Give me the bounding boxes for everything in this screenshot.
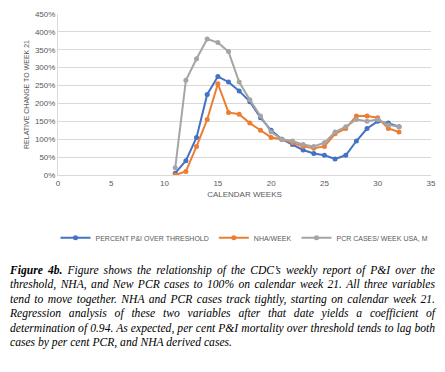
- html-text:Figure 4b. Figure shows the re: Figure 4b. Figure shows the relationship…: [10, 264, 435, 349]
- svg-text:PCR CASES/ WEEK USA, M: PCR CASES/ WEEK USA, M: [336, 235, 427, 242]
- svg-text:450%: 450%: [35, 10, 55, 19]
- svg-text:10: 10: [160, 179, 169, 188]
- svg-text:30: 30: [373, 179, 382, 188]
- svg-text:0: 0: [56, 179, 61, 188]
- svg-text:NHA/WEEK: NHA/WEEK: [254, 235, 292, 242]
- svg-text:35: 35: [427, 179, 436, 188]
- svg-text:350%: 350%: [35, 46, 55, 55]
- svg-text:150%: 150%: [35, 117, 55, 126]
- svg-text:15: 15: [213, 179, 222, 188]
- svg-text:200%: 200%: [35, 99, 55, 108]
- svg-text:300%: 300%: [35, 63, 55, 72]
- svg-text:PERCENT P&I OVER THRESHOLD: PERCENT P&I OVER THRESHOLD: [96, 235, 209, 242]
- svg-text:400%: 400%: [35, 28, 55, 37]
- svg-text:0%: 0%: [44, 171, 56, 180]
- svg-text:100%: 100%: [35, 135, 55, 144]
- svg-text:20: 20: [267, 179, 276, 188]
- svg-text:250%: 250%: [35, 81, 55, 90]
- svg-text:25: 25: [320, 179, 329, 188]
- svg-text:CALENDAR WEEKS: CALENDAR WEEKS: [207, 190, 282, 199]
- svg-text:RELATIVE CHANGE TO WEEK 21: RELATIVE CHANGE TO WEEK 21: [23, 40, 30, 149]
- svg-text:5: 5: [109, 179, 114, 188]
- svg-text:50%: 50%: [39, 153, 55, 162]
